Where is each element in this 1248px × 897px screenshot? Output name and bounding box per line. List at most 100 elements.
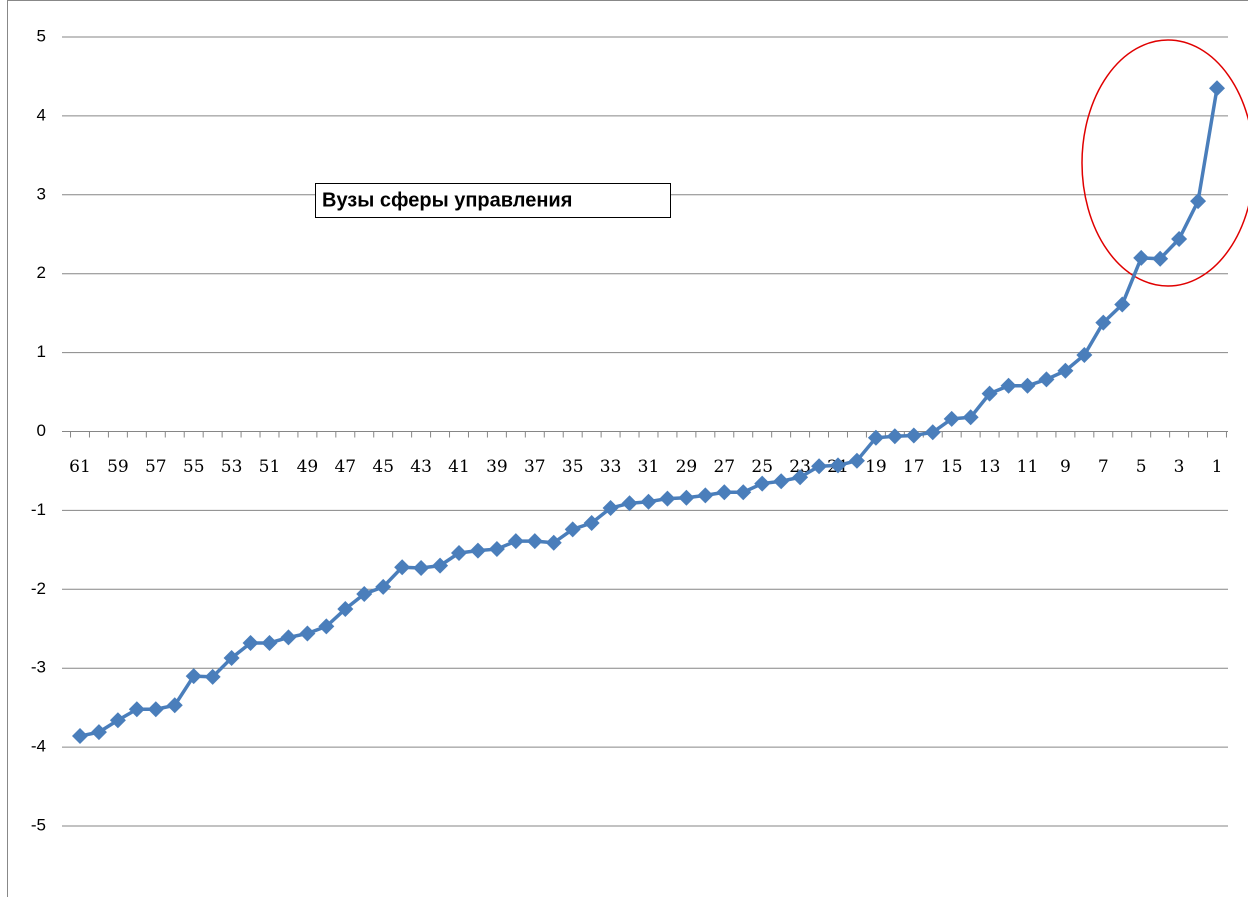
x-tick-label: 41 [448,457,470,477]
marker [545,534,562,551]
y-tick-label: -2 [31,579,46,598]
x-tick-label: 35 [562,457,584,477]
marker [1152,250,1169,267]
marker [507,533,524,550]
marker [109,712,126,729]
x-tick-label: 53 [221,457,243,477]
marker [735,484,752,501]
marker [564,521,581,538]
marker [867,429,884,446]
x-tick-label: 37 [524,457,546,477]
marker [583,515,600,532]
marker [830,457,846,474]
marker [1190,193,1207,210]
x-tick-label: 33 [600,457,622,477]
marker [640,493,657,510]
marker [299,625,316,642]
x-tick-label: 27 [713,457,735,477]
y-tick-label: 4 [37,105,46,124]
marker [1114,296,1131,313]
marker [678,489,695,506]
y-tick-label: 1 [37,342,46,361]
marker [432,557,449,574]
y-tick-label: -5 [31,815,46,834]
marker [261,634,278,651]
marker [318,618,335,635]
marker [280,629,297,646]
x-tick-label: 1 [1212,457,1223,477]
x-tick-label: 5 [1136,457,1147,477]
x-tick-label: 9 [1060,457,1071,477]
marker [394,559,411,576]
marker [754,475,771,492]
x-tick-label: 49 [297,457,319,477]
marker [242,634,259,651]
x-tick-label: 47 [334,457,356,477]
marker [469,542,486,559]
x-tick-label: 11 [1017,457,1039,477]
marker [905,427,922,444]
marker [773,473,790,490]
x-tick-label: 17 [903,457,925,477]
marker [147,701,164,718]
marker [811,458,828,475]
y-tick-label: -1 [31,500,46,519]
marker [981,385,998,402]
y-tick-label: 0 [37,421,46,440]
x-tick-label: 45 [372,457,394,477]
x-tick-label: 51 [259,457,281,477]
y-tick-label: -3 [31,658,46,677]
marker [1095,314,1112,331]
marker [128,701,145,718]
marker [1019,377,1036,394]
x-tick-label: 13 [979,457,1001,477]
marker [1038,371,1055,388]
x-tick-label: 43 [410,457,432,477]
marker [621,495,638,512]
marker [90,724,107,741]
annotation-box [315,183,671,218]
marker [1000,377,1017,394]
x-tick-label: 55 [183,457,205,477]
x-tick-label: 59 [107,457,129,477]
x-tick-label: 57 [145,457,167,477]
x-tick-label: 3 [1174,457,1185,477]
marker [413,559,430,576]
x-tick-label: 23 [789,457,811,477]
x-tick-label: 61 [69,457,91,477]
marker [488,541,505,558]
x-tick-label: 7 [1098,457,1109,477]
x-tick-label: 31 [638,457,660,477]
y-tick-label: 2 [37,263,46,282]
marker [659,490,676,507]
marker [375,578,392,595]
chart-border [7,0,1248,897]
x-tick-label: 19 [865,457,887,477]
marker [697,487,714,504]
marker [356,586,373,603]
marker [848,452,865,469]
y-tick-label: 3 [37,184,46,203]
marker [602,500,619,517]
x-tick-label: 15 [941,457,963,477]
marker [886,428,903,445]
y-tick-label: -4 [31,737,46,756]
marker [1057,362,1074,379]
marker [943,410,960,427]
marker [72,728,88,745]
marker [337,601,354,618]
marker [1076,346,1093,363]
x-tick-label: 25 [751,457,773,477]
x-tick-label: 39 [486,457,508,477]
marker [716,484,733,501]
marker [1133,249,1150,266]
marker [924,424,941,441]
marker [223,649,240,666]
marker [1171,230,1188,247]
y-tick-label: 5 [37,26,46,45]
highlight-ellipse [1081,39,1248,287]
marker [792,469,809,486]
marker [204,668,221,685]
marker [166,697,183,714]
